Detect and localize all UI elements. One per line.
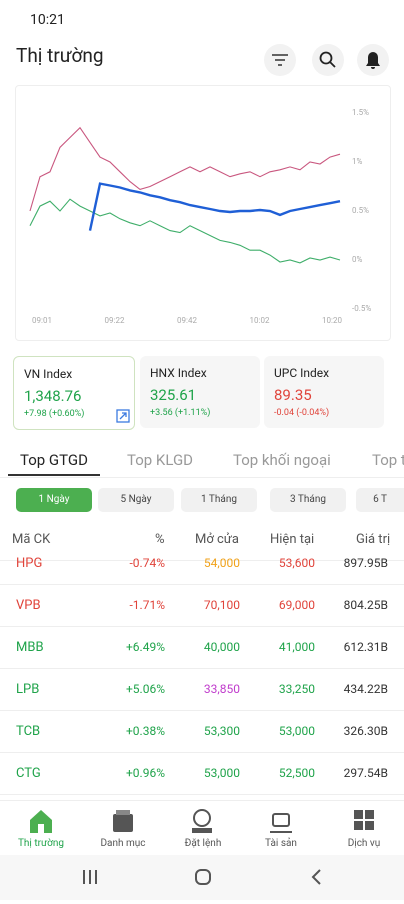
col-header: Mã CK: [12, 532, 51, 547]
intraday-chart: 1.5% 1% 0.5% 0% -0.5% 09:01 09:22 09:42 10:02 10:…: [29, 108, 371, 325]
table-cell: 326.30B: [343, 724, 388, 738]
expand-icon[interactable]: [116, 409, 130, 423]
index-change: +3.56 (+1.11%): [150, 408, 211, 418]
index-name: UPC Index: [274, 366, 330, 380]
table-cell: -0.74%: [129, 556, 165, 570]
chart-box: [15, 85, 391, 341]
period[interactable]: 5 Ngày: [98, 488, 174, 512]
tab-active[interactable]: Top GTGD: [20, 451, 88, 469]
table-row[interactable]: LPB +5.06% 33,850 33,250 434.22B: [0, 668, 404, 711]
table-cell: LPB: [16, 682, 40, 697]
table-header: Mã CK % Mở cửa Hiện tại Giá trị: [0, 518, 404, 561]
table-row[interactable]: CTG +0.96% 53,000 52,500 297.54B: [0, 752, 404, 795]
y-tick-label: 0%: [352, 255, 362, 264]
index-name: VN Index: [24, 367, 73, 381]
page-title: Thị trường: [16, 44, 104, 67]
table-cell: 69,000: [278, 598, 315, 612]
index-value: 1,348.76: [24, 387, 82, 405]
table-cell: MBB: [16, 640, 44, 655]
tab[interactable]: Top t: [372, 451, 404, 469]
y-tick-label: 1.5%: [352, 108, 369, 117]
index-card[interactable]: VN Index 1,348.76 +7.98 (+0.60%): [13, 356, 135, 430]
nav-item[interactable]: Tài sản: [265, 838, 297, 849]
period-active[interactable]: 1 Ngày: [16, 488, 92, 512]
table-cell: 297.54B: [343, 766, 388, 780]
period[interactable]: 1 Tháng: [181, 488, 257, 512]
table-cell: 41,000: [278, 640, 315, 654]
table-row[interactable]: VPB -1.71% 70,100 69,000 804.25B: [0, 584, 404, 627]
index-change: -0.04 (-0.04%): [274, 408, 330, 418]
table-cell: +6.49%: [126, 640, 165, 654]
x-tick-label: 09:01: [32, 316, 52, 325]
index-line: [88, 182, 341, 231]
table-cell: +0.96%: [126, 766, 165, 780]
col-header: Hiện tại: [270, 532, 315, 547]
tab-underline: [8, 474, 100, 476]
y-tick-label: 0.5%: [352, 206, 369, 215]
nav-item[interactable]: Danh mục: [100, 838, 146, 849]
table-cell: 53,000: [278, 724, 315, 738]
table-cell: 52,500: [278, 766, 315, 780]
table-cell: 53,000: [203, 766, 240, 780]
table-row[interactable]: HPG -0.74% 54,000 53,600 897.95B: [0, 542, 404, 585]
col-header: %: [155, 532, 165, 547]
table-cell: 40,000: [203, 640, 240, 654]
status-time: 10:21: [30, 12, 65, 28]
table-cell: 53,300: [203, 724, 240, 738]
table-cell: +5.06%: [126, 682, 165, 696]
table-cell: 612.31B: [343, 640, 388, 654]
y-tick-label: -0.5%: [352, 304, 371, 313]
index-line: [29, 126, 341, 212]
period[interactable]: 6 T: [356, 488, 404, 512]
index-name: HNX Index: [150, 366, 207, 380]
period[interactable]: 3 Tháng: [270, 488, 346, 512]
table-cell: 54,000: [203, 556, 240, 570]
table-cell: -1.71%: [129, 598, 165, 612]
col-header: Mở cửa: [195, 532, 239, 547]
system-nav: [0, 855, 404, 900]
tab[interactable]: Top KLGD: [127, 451, 193, 469]
table-cell: VPB: [16, 598, 41, 613]
y-tick-label: 1%: [352, 157, 362, 166]
table-row[interactable]: MBB +6.49% 40,000 41,000 612.31B: [0, 626, 404, 669]
table-cell: 33,250: [278, 682, 315, 696]
index-line: [29, 198, 341, 264]
table-row[interactable]: TCB +0.38% 53,300 53,000 326.30B: [0, 710, 404, 753]
x-tick-label: 10:02: [250, 316, 270, 325]
table-cell: 70,100: [203, 598, 240, 612]
nav-item-active[interactable]: Thị trường: [17, 838, 65, 849]
header-icons: [264, 44, 389, 76]
nav-item[interactable]: Dịch vụ: [347, 838, 381, 849]
table-cell: TCB: [16, 724, 41, 739]
search-button[interactable]: [312, 44, 344, 76]
nav-icons: [30, 809, 374, 833]
index-value: 325.61: [150, 386, 197, 404]
table-cell: HPG: [16, 556, 43, 571]
system-nav-icons: [83, 869, 321, 885]
table-cell: 897.95B: [343, 556, 388, 570]
index-card[interactable]: UPC Index 89.35 -0.04 (-0.04%): [264, 356, 384, 428]
table-cell: 434.22B: [343, 682, 388, 696]
table-cell: CTG: [16, 766, 41, 781]
nav-item[interactable]: Đặt lệnh: [184, 838, 222, 849]
divider: [0, 800, 404, 801]
x-tick-label: 10:20: [322, 316, 342, 325]
index-change: +7.98 (+0.60%): [24, 409, 85, 419]
table-cell: 33,850: [203, 682, 240, 696]
tab[interactable]: Top khối ngoại: [233, 451, 331, 469]
table-cell: 804.25B: [343, 598, 388, 612]
divider: [0, 477, 404, 478]
col-header: Giá trị: [356, 532, 391, 547]
index-value: 89.35: [274, 386, 312, 404]
index-card[interactable]: HNX Index 325.61 +3.56 (+1.11%): [140, 356, 260, 428]
table-cell: 53,600: [278, 556, 315, 570]
table-cell: +0.38%: [126, 724, 165, 738]
x-tick-label: 09:42: [177, 316, 197, 325]
x-tick-label: 09:22: [105, 316, 125, 325]
